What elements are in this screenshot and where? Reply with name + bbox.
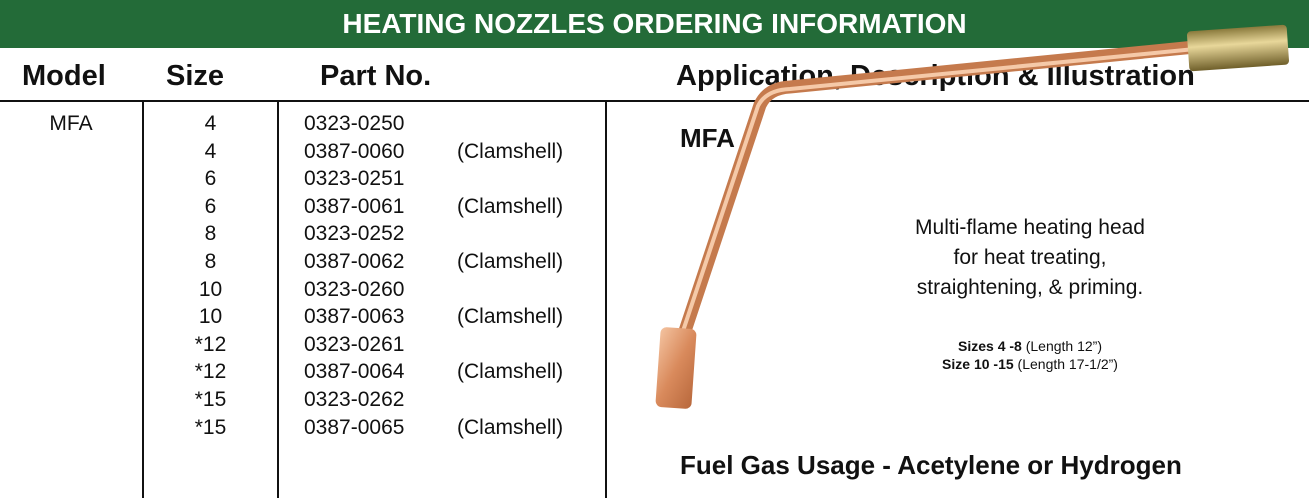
column-rule <box>605 102 607 498</box>
description-line: for heat treating, <box>830 246 1230 270</box>
size: *12 <box>144 333 277 357</box>
part-note: (Clamshell) <box>457 416 563 440</box>
size-range: Size 10 -15 <box>942 356 1014 372</box>
part-number: 0323-0252 <box>304 222 404 246</box>
size: 10 <box>144 278 277 302</box>
column-rule <box>277 102 279 498</box>
size: 8 <box>144 250 277 274</box>
size: *15 <box>144 388 277 412</box>
part-number: 0387-0064 <box>304 360 404 384</box>
size: *12 <box>144 360 277 384</box>
description-line: straightening, & priming. <box>830 276 1230 300</box>
part-note: (Clamshell) <box>457 195 563 219</box>
column-header: Size <box>166 60 224 93</box>
part-note: (Clamshell) <box>457 250 563 274</box>
size: 6 <box>144 167 277 191</box>
part-number: 0387-0061 <box>304 195 404 219</box>
size: 4 <box>144 112 277 136</box>
part-number: 0323-0251 <box>304 167 404 191</box>
part-number: 0387-0062 <box>304 250 404 274</box>
part-number: 0323-0250 <box>304 112 404 136</box>
size: 6 <box>144 195 277 219</box>
size: 8 <box>144 222 277 246</box>
fuel-gas-note: Fuel Gas Usage - Acetylene or Hydrogen <box>680 450 1182 481</box>
part-number: 0323-0262 <box>304 388 404 412</box>
part-note: (Clamshell) <box>457 305 563 329</box>
size-length: Sizes 4 -8 (Length 12”) <box>830 338 1230 354</box>
part-note: (Clamshell) <box>457 140 563 164</box>
page: HEATING NOZZLES ORDERING INFORMATION Mod… <box>0 0 1309 498</box>
part-note: (Clamshell) <box>457 360 563 384</box>
size: 4 <box>144 140 277 164</box>
nozzle-illustration <box>640 10 1309 470</box>
column-header: Model <box>22 60 106 93</box>
description-line: Multi-flame heating head <box>830 216 1230 240</box>
size-length: Size 10 -15 (Length 17-1/2”) <box>830 356 1230 372</box>
size: *15 <box>144 416 277 440</box>
length: (Length 12”) <box>1026 338 1102 354</box>
length: (Length 17-1/2”) <box>1018 356 1118 372</box>
part-number: 0387-0065 <box>304 416 404 440</box>
part-number: 0323-0261 <box>304 333 404 357</box>
model: MFA <box>0 112 142 136</box>
column-header: Part No. <box>320 60 431 93</box>
part-number: 0323-0260 <box>304 278 404 302</box>
part-number: 0387-0060 <box>304 140 404 164</box>
part-number: 0387-0063 <box>304 305 404 329</box>
size: 10 <box>144 305 277 329</box>
size-range: Sizes 4 -8 <box>958 338 1022 354</box>
illustration-label: MFA <box>680 123 735 154</box>
